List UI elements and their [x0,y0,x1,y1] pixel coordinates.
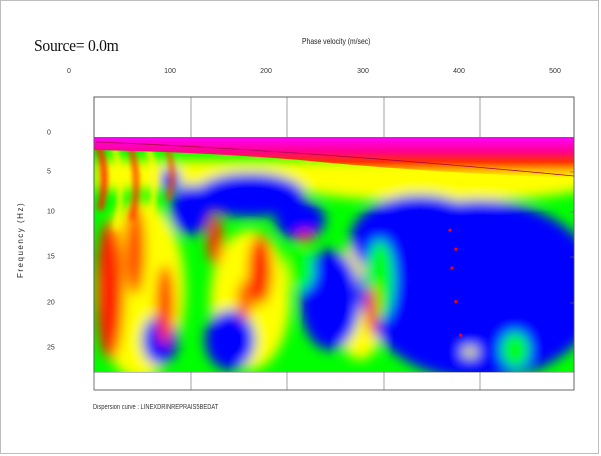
dispersion-point [448,228,452,232]
x-axis-label: Phase velocity (m/sec) [302,37,371,46]
dispersion-point [454,299,458,304]
dispersion-points [448,228,463,337]
x-tick-label: 100 [164,68,176,75]
dispersion-caption: Dispersion curve : LINEXDRINREPRAIS5BEDA… [93,404,219,411]
x-tick-label: 300 [357,68,369,75]
dispersion-point [454,247,458,251]
x-tick-label: 500 [549,68,561,75]
heatmap-field [94,137,574,372]
y-tick-label: 5 [47,168,51,176]
dispersion-point [459,333,463,337]
dispersion-point [450,266,454,270]
y-grid-ticks [570,171,574,349]
x-tick-label: 200 [260,68,272,75]
x-tick-label: 0 [67,68,71,75]
y-tick-label: 20 [47,299,55,307]
chart-title: Source= 0.0m [34,36,119,55]
y-tick-label: 15 [47,253,55,261]
x-tick-label: 400 [453,68,465,75]
y-tick-label: 25 [47,344,55,352]
y-tick-label: 10 [47,208,55,216]
y-tick-label: 0 [47,129,51,137]
